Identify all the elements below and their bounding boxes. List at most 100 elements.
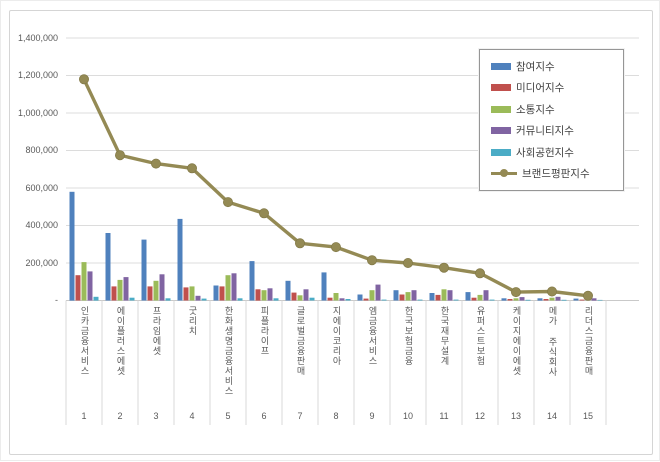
bar-1-cat-8 <box>327 297 333 301</box>
bar-2-cat-10 <box>405 292 411 301</box>
category-label-7: 글로벌금융판매 <box>295 306 306 376</box>
bar-0-cat-13 <box>501 298 507 301</box>
line-marker-cat-9 <box>366 255 377 266</box>
bar-2-cat-8 <box>333 293 339 301</box>
bar-4-cat-13 <box>525 299 531 301</box>
y-axis-tick-label: 1,000,000 <box>17 107 58 118</box>
bar-0-cat-15 <box>573 298 579 301</box>
bar-3-cat-4 <box>195 295 201 301</box>
category-rank-6: 6 <box>261 411 267 421</box>
category-label-8: 지에이코리아 <box>331 306 342 366</box>
bar-1-cat-13 <box>507 299 513 301</box>
legend-swatch-communication <box>491 105 511 113</box>
legend-label: 사회공헌지수 <box>516 146 574 159</box>
category-rank-15: 15 <box>582 411 593 421</box>
bar-1-cat-6 <box>255 289 261 301</box>
line-marker-cat-2 <box>115 150 126 161</box>
bar-0-cat-2 <box>105 233 111 301</box>
legend-label: 소통지수 <box>516 103 555 116</box>
category-rank-14: 14 <box>546 411 557 421</box>
line-marker-cat-7 <box>294 238 305 249</box>
category-rank-8: 8 <box>333 411 339 421</box>
legend-swatch-participation <box>491 62 511 70</box>
category-label-10: 한국보험금융 <box>403 306 414 366</box>
bar-2-cat-11 <box>441 289 447 301</box>
bar-3-cat-11 <box>447 290 453 301</box>
bar-3-cat-14 <box>555 296 561 301</box>
category-label-3: 프라임에셋 <box>151 306 162 356</box>
bar-4-cat-7 <box>309 297 315 301</box>
bar-1-cat-7 <box>291 292 297 301</box>
bar-2-cat-7 <box>297 295 303 301</box>
legend-item-communication: 소통지수 <box>480 102 623 117</box>
category-rank-12: 12 <box>474 411 485 421</box>
bar-3-cat-12 <box>483 290 489 301</box>
bar-3-cat-6 <box>267 288 273 301</box>
bar-4-cat-9 <box>381 299 387 301</box>
bar-0-cat-6 <box>249 261 255 301</box>
legend-label: 미디어지수 <box>516 82 565 95</box>
bar-4-cat-5 <box>237 298 243 301</box>
line-marker-cat-6 <box>258 208 269 219</box>
bar-3-cat-5 <box>231 273 237 301</box>
bar-1-cat-5 <box>219 286 225 301</box>
category-rank-10: 10 <box>402 411 413 421</box>
bar-1-cat-12 <box>471 297 477 301</box>
bar-0-cat-1 <box>69 191 75 301</box>
line-marker-cat-8 <box>330 242 341 253</box>
bar-1-cat-15 <box>579 299 585 301</box>
bar-3-cat-9 <box>375 284 381 301</box>
y-axis-tick-label: 1,200,000 <box>17 70 58 80</box>
category-rank-1: 1 <box>81 411 87 421</box>
bar-0-cat-11 <box>429 293 435 301</box>
chart-legend: 참여지수 미디어지수 소통지수 커뮤니티지수 사회공헌지수 브랜드평판지수 <box>479 49 624 191</box>
bar-2-cat-3 <box>153 280 159 301</box>
legend-item-community: 커뮤니티지수 <box>480 123 623 138</box>
bar-2-cat-4 <box>189 286 195 301</box>
y-axis-tick-label: 400,000 <box>25 220 58 230</box>
bar-1-cat-10 <box>399 294 405 301</box>
legend-label: 브랜드평판지수 <box>522 168 590 181</box>
bar-0-cat-4 <box>177 218 183 301</box>
bar-4-cat-12 <box>489 299 495 301</box>
category-label-15: 리더스금융판매 <box>583 306 594 376</box>
category-rank-2: 2 <box>117 411 123 421</box>
line-marker-cat-5 <box>222 197 233 208</box>
category-label-12: 유퍼스트보험 <box>475 306 486 366</box>
category-label-4: 굿리치 <box>187 306 198 336</box>
category-rank-11: 11 <box>439 411 449 421</box>
category-rank-13: 13 <box>510 411 521 421</box>
bar-2-cat-6 <box>261 290 267 301</box>
bar-2-cat-5 <box>225 275 231 301</box>
bar-1-cat-4 <box>183 287 189 301</box>
line-marker-cat-13 <box>510 287 521 298</box>
bar-0-cat-8 <box>321 272 327 301</box>
bar-1-cat-2 <box>111 286 117 301</box>
bar-1-cat-14 <box>543 299 549 301</box>
category-rank-7: 7 <box>297 411 303 421</box>
bar-4-cat-15 <box>597 299 603 301</box>
bar-4-cat-4 <box>201 298 207 301</box>
line-marker-cat-15 <box>583 290 594 301</box>
line-marker-cat-11 <box>438 262 449 273</box>
y-axis-tick-label: 200,000 <box>25 257 58 268</box>
legend-swatch-media <box>491 84 511 92</box>
bar-2-cat-14 <box>549 297 555 301</box>
bar-3-cat-13 <box>519 297 525 301</box>
bar-4-cat-1 <box>93 296 99 301</box>
y-axis-tick-label: 600,000 <box>25 182 58 193</box>
bar-4-cat-11 <box>453 299 459 301</box>
legend-swatch-community <box>491 127 511 135</box>
line-marker-cat-4 <box>186 163 197 174</box>
category-rank-3: 3 <box>153 411 159 421</box>
legend-label: 참여지수 <box>516 60 555 73</box>
bar-4-cat-10 <box>417 299 423 301</box>
bar-1-cat-1 <box>75 275 81 301</box>
bar-0-cat-9 <box>357 294 363 301</box>
bar-2-cat-9 <box>369 290 375 301</box>
bar-3-cat-7 <box>303 289 309 301</box>
bar-3-cat-1 <box>87 271 93 301</box>
